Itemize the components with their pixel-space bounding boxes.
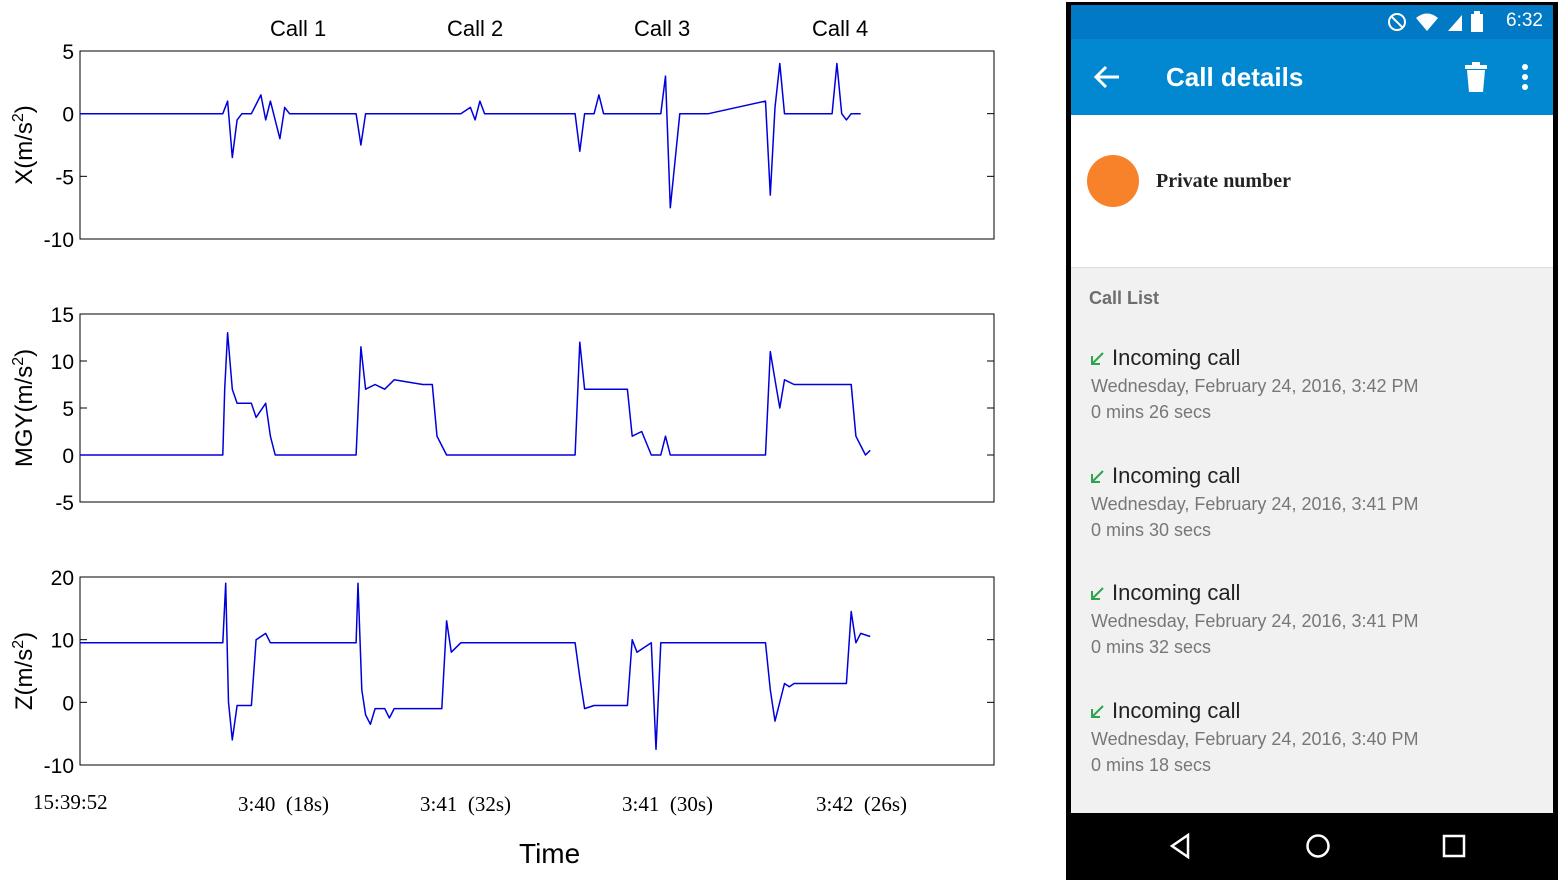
call-2-label: Call 2 [447,16,503,41]
battery-icon [1471,11,1483,32]
phone-frame: 6:32 Call details Private number Call Li… [1066,2,1558,880]
y-axis-label: MGY(m/s2) [10,349,38,467]
call-duration: 0 mins 30 secs [1091,520,1212,540]
y-tick-label: 10 [51,630,74,653]
do-not-disturb-icon [1388,13,1406,31]
list-item[interactable]: Incoming call Wednesday, February 24, 20… [1089,580,1529,680]
y-tick-label: 5 [62,398,74,421]
call-duration: 0 mins 18 secs [1091,755,1212,775]
time-label-call-2: 3:41 (32s) [420,792,511,816]
nav-home-icon[interactable] [1303,831,1333,861]
trash-icon[interactable] [1464,61,1488,93]
time-label-call-1: 3:40 (18s) [238,792,329,816]
y-tick-label: 0 [62,692,74,715]
phone-screen: 6:32 Call details Private number Call Li… [1071,5,1553,813]
series-line-2 [80,332,871,456]
series-line-3 [80,582,871,751]
app-bar: Call details [1071,39,1553,115]
back-arrow-icon[interactable] [1091,61,1123,93]
plot-frame-3 [79,576,995,766]
contact-card[interactable]: Private number [1071,115,1553,268]
y-tick-label: -5 [55,492,74,515]
y-tick-label: 0 [62,445,74,468]
plot-frame-2 [79,313,995,503]
status-bar: 6:32 [1071,5,1553,39]
nav-back-icon[interactable] [1166,831,1196,861]
incoming-call-icon [1091,587,1104,600]
call-date: Wednesday, February 24, 2016, 3:41 PM [1091,494,1419,514]
page-title: Call details [1166,62,1304,92]
y-tick-label: -10 [44,229,74,252]
call-date: Wednesday, February 24, 2016, 3:42 PM [1091,376,1419,396]
incoming-call-icon [1091,352,1104,365]
list-item[interactable]: Incoming call Wednesday, February 24, 20… [1089,698,1529,798]
call-3-label: Call 3 [634,16,690,41]
nav-recents-icon[interactable] [1439,831,1469,861]
contact-name: Private number [1156,170,1291,192]
nav-bar [1071,813,1553,877]
plot-frame-1 [79,50,995,240]
incoming-call-icon [1091,470,1104,483]
status-time: 6:32 [1506,10,1543,31]
x-axis-label: Time [519,838,580,869]
call-date: Wednesday, February 24, 2016, 3:41 PM [1091,611,1419,631]
sensor-charts: Call 1 Call 2 Call 3 Call 4 5 0 -5 -10 X(m/s… [10,16,995,869]
more-vert-icon[interactable] [1519,61,1531,93]
status-icons [1387,11,1483,33]
y-tick-label: 15 [51,304,74,327]
time-label-start: 15:39:52 [33,790,108,814]
call-duration: 0 mins 32 secs [1091,637,1212,657]
y-tick-label: 5 [62,41,74,64]
list-item[interactable]: Incoming call Wednesday, February 24, 20… [1089,463,1529,563]
y-tick-label: 20 [51,567,74,590]
call-4-label: Call 4 [812,16,868,41]
y-axis-label: X(m/s2) [10,105,38,185]
call-list-header: Call List [1089,288,1160,308]
time-label-call-4: 3:42 (26s) [816,792,907,816]
call-1-label: Call 1 [270,16,326,41]
call-duration: 0 mins 26 secs [1091,402,1212,422]
y-axis-label: Z(m/s2) [10,632,38,710]
list-item[interactable]: Incoming call Wednesday, February 24, 20… [1089,345,1529,445]
call-type: Incoming call [1112,463,1241,488]
y-tick-label: 0 [62,104,74,127]
call-type: Incoming call [1112,345,1241,370]
y-tick-label: -10 [44,755,74,778]
wifi-icon [1416,13,1438,31]
time-label-call-3: 3:41 (30s) [622,792,713,816]
signal-icon [1448,15,1462,31]
avatar [1087,155,1139,207]
call-type: Incoming call [1112,698,1241,723]
y-tick-label: -5 [55,166,74,189]
y-tick-label: 10 [51,351,74,374]
call-type: Incoming call [1112,580,1241,605]
series-line-1 [80,62,861,209]
incoming-call-icon [1091,705,1104,718]
call-date: Wednesday, February 24, 2016, 3:40 PM [1091,729,1419,749]
